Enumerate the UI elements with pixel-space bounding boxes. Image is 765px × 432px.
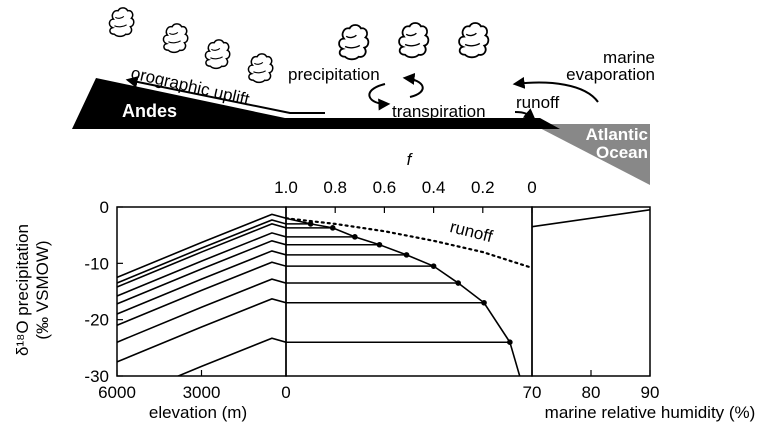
cloud: [205, 40, 229, 68]
label: Ocean: [596, 143, 648, 162]
cloud: [459, 23, 488, 57]
annotation: runoff: [448, 217, 495, 246]
x-tick-label: 1.0: [274, 178, 298, 197]
label: Andes: [122, 101, 177, 121]
x-tick-label: 0: [527, 178, 536, 197]
label: Atlantic: [586, 125, 648, 144]
x-axis-title: f: [407, 150, 414, 169]
coast: [532, 118, 560, 129]
x-tick-label: 80: [582, 383, 601, 402]
x-tick-label: 0.6: [373, 178, 397, 197]
cloud: [248, 54, 272, 82]
series-line: [117, 299, 286, 362]
x-tick-label: 0: [281, 383, 290, 402]
y-axis-title: δ¹⁸O precipitation: [13, 224, 32, 356]
series-line: [117, 279, 286, 342]
plot-area: [532, 210, 650, 227]
marker: [507, 339, 513, 345]
x-tick-label: 70: [523, 383, 542, 402]
label: evaporation: [566, 65, 655, 84]
figure: orographic uplift Andes precipitation tr…: [0, 0, 765, 432]
page: {"diagram": {"labels": {"orographic_upli…: [0, 0, 765, 432]
cycle-arrow: [405, 78, 423, 97]
cloud: [109, 8, 133, 36]
y-tick-label: -10: [84, 254, 109, 273]
y-tick-label: 0: [100, 198, 109, 217]
panel-frame: [532, 207, 650, 376]
label: runoff: [516, 93, 559, 112]
marker: [455, 280, 461, 286]
x-tick-label: 0.2: [471, 178, 495, 197]
runoff-arrow: [515, 112, 534, 119]
marker: [481, 300, 487, 306]
x-tick-label: 0.8: [323, 178, 347, 197]
cloud: [399, 23, 428, 57]
x-axis-title: marine relative humidity (%): [545, 403, 756, 422]
cycle-arrow: [369, 84, 388, 104]
x-tick-label: 90: [641, 383, 660, 402]
x-tick-label: 3000: [183, 383, 221, 402]
y-axis-title: (‰ VSMOW): [33, 240, 52, 339]
label: transpiration: [392, 102, 486, 121]
series-line: [532, 210, 650, 227]
y-tick-label: -30: [84, 367, 109, 386]
marker: [431, 263, 437, 269]
marker: [352, 234, 358, 240]
label: precipitation: [288, 65, 380, 84]
marker: [404, 252, 410, 258]
cloud: [339, 25, 368, 59]
y-tick-label: -20: [84, 311, 109, 330]
cloud: [163, 24, 187, 52]
panel-frame: [286, 207, 532, 376]
x-tick-label: 0.4: [422, 178, 446, 197]
marker: [377, 242, 383, 248]
marker: [330, 225, 336, 231]
plot-area: [286, 218, 532, 376]
x-axis-title: elevation (m): [149, 403, 247, 422]
